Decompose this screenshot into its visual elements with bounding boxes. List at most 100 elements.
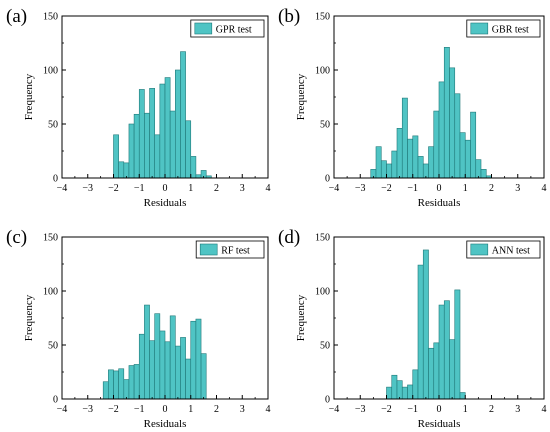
legend-swatch: [470, 243, 489, 256]
y-tick-label: 50: [320, 120, 330, 131]
histogram-bar: [164, 77, 171, 179]
legend-label: GBR test: [492, 25, 529, 36]
histogram-bar: [454, 289, 461, 400]
histogram-bar: [459, 132, 466, 179]
histogram-bar: [185, 358, 192, 400]
y-tick-label: 50: [48, 341, 58, 352]
histogram-bar: [401, 97, 408, 179]
histogram-bar: [422, 249, 429, 400]
legend-swatch: [194, 22, 213, 35]
histogram-bar: [401, 386, 408, 400]
y-axis-label: Frequency: [295, 73, 307, 120]
chart-panel-1: (a) −4 −3 −2 −1 0 1 2 3 4 0 50 100 150 Residuals Freque…: [6, 6, 271, 209]
histogram-bar: [190, 156, 197, 179]
histogram-bar: [128, 365, 135, 400]
x-tick-label: 4: [266, 404, 271, 415]
panel-letter: (d): [278, 227, 300, 248]
histogram-bar: [123, 379, 130, 400]
histogram-bar: [118, 161, 125, 179]
x-tick-label: −3: [82, 404, 93, 415]
histogram-bar: [144, 304, 150, 400]
histogram-bar: [433, 110, 440, 179]
histogram-bar: [470, 111, 477, 179]
histogram-bar: [428, 347, 435, 400]
x-tick-label: 4: [542, 404, 547, 415]
y-tick-label: 100: [315, 287, 330, 298]
histogram-bar: [380, 160, 387, 179]
histogram-bar: [454, 93, 461, 179]
legend-label: GPR test: [216, 25, 252, 36]
histogram-bar: [433, 342, 440, 400]
x-axis-label: Residuals: [144, 197, 187, 209]
histogram-bar: [159, 83, 166, 179]
histogram-bar: [407, 138, 414, 179]
histogram-bar: [438, 304, 445, 400]
histogram-bar: [123, 162, 130, 179]
y-axis-label: Frequency: [23, 73, 35, 120]
histogram-bar: [169, 315, 176, 400]
histogram-bar: [118, 368, 125, 400]
x-axis-label: Residuals: [418, 197, 461, 209]
histogram-bar: [133, 113, 140, 179]
histogram-bar: [159, 330, 166, 400]
histogram-bar: [412, 135, 419, 179]
y-tick-label: 100: [315, 66, 330, 77]
y-tick-label: 0: [53, 174, 58, 185]
y-axis-label: Frequency: [295, 294, 307, 341]
histogram-bar: [154, 313, 161, 400]
legend-label: RF test: [221, 246, 250, 257]
histogram-bar: [386, 163, 393, 179]
histogram-bar: [391, 150, 398, 179]
x-tick-label: 3: [240, 404, 245, 415]
x-tick-label: −4: [329, 404, 340, 415]
histogram-bar: [480, 169, 487, 179]
histogram-bar: [133, 364, 140, 400]
y-tick-label: 100: [43, 287, 58, 298]
x-tick-label: 2: [489, 404, 494, 415]
chart-panel-4: (d) −4 −3 −2 −1 0 1 2 3 4 0 50 100 150 Residuals Freque…: [278, 227, 547, 430]
histogram-bar: [180, 51, 186, 179]
x-tick-label: 3: [515, 404, 520, 415]
histogram-bar: [149, 340, 156, 400]
histogram-bar: [164, 341, 171, 400]
histogram-bar: [113, 134, 119, 179]
x-tick-label: −3: [355, 183, 366, 194]
histogram-bar: [144, 112, 150, 179]
x-tick-label: 0: [163, 404, 168, 415]
y-tick-label: 0: [53, 395, 58, 406]
x-axis-label: Residuals: [144, 418, 187, 430]
histogram-bar: [175, 69, 181, 179]
x-tick-label: 3: [515, 183, 520, 194]
y-tick-label: 150: [315, 12, 330, 23]
histogram-bar: [169, 110, 176, 179]
x-tick-label: −1: [134, 404, 145, 415]
histogram-bar: [422, 163, 429, 179]
histogram-bar: [102, 381, 109, 400]
histogram-bar: [464, 139, 471, 179]
x-tick-label: −1: [407, 404, 418, 415]
legend-swatch: [470, 22, 489, 35]
histogram-bar: [108, 369, 114, 400]
x-tick-label: −4: [57, 183, 68, 194]
x-tick-label: 1: [463, 183, 468, 194]
x-tick-label: −4: [57, 404, 68, 415]
histogram-bar: [391, 374, 398, 400]
panel-letter: (a): [6, 6, 27, 27]
histogram-bar: [113, 370, 119, 400]
histogram-bar: [149, 88, 156, 179]
histogram-bar: [443, 47, 450, 179]
x-tick-label: −2: [381, 183, 392, 194]
histogram-bar: [128, 123, 135, 179]
x-tick-label: 4: [542, 183, 547, 194]
y-tick-label: 0: [325, 174, 330, 185]
histogram-bar: [190, 320, 197, 400]
x-tick-label: 1: [188, 183, 193, 194]
histogram-bar: [175, 345, 181, 400]
x-tick-label: −3: [82, 183, 93, 194]
panel-letter: (c): [6, 227, 27, 248]
x-tick-label: 4: [266, 183, 271, 194]
x-axis-label: Residuals: [418, 418, 461, 430]
y-axis-label: Frequency: [23, 294, 35, 341]
x-tick-label: −2: [381, 404, 392, 415]
